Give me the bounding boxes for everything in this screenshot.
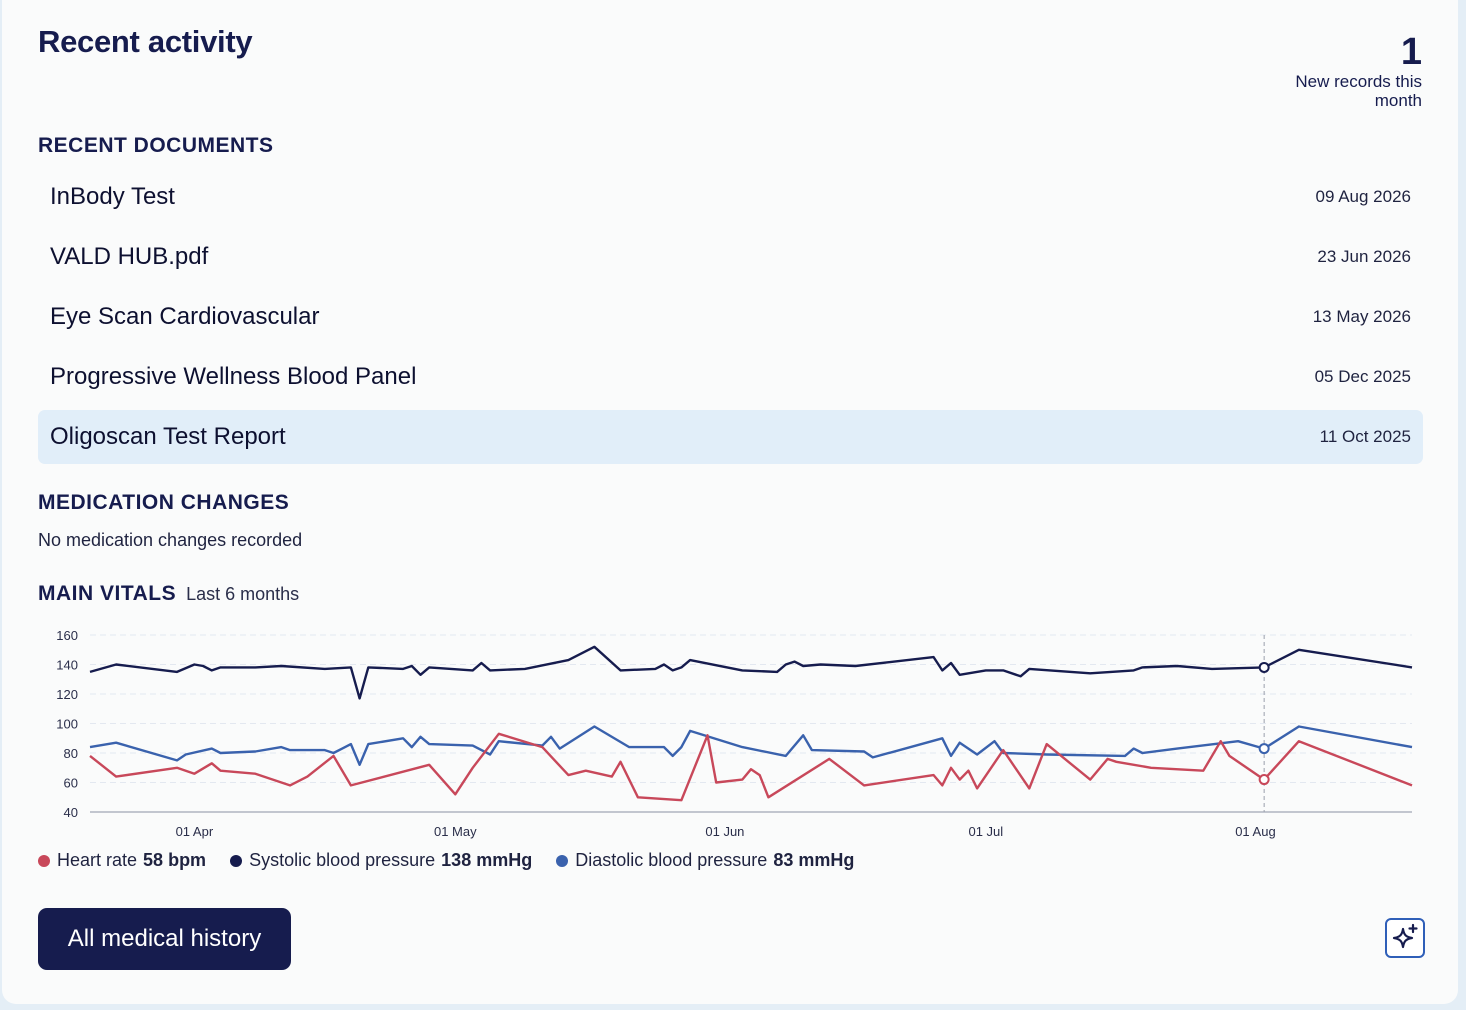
document-row[interactable]: Progressive Wellness Blood Panel 05 Dec 2… xyxy=(38,350,1423,404)
y-tick-label: 40 xyxy=(64,805,78,820)
recent-documents-list: InBody Test 09 Aug 2026 VALD HUB.pdf 23 Jun… xyxy=(38,170,1423,470)
y-tick-label: 80 xyxy=(64,746,78,761)
series-line xyxy=(89,645,1413,700)
legend-item: Diastolic blood pressure 83 mmHg xyxy=(556,850,854,871)
new-records-label: New records this month xyxy=(1295,72,1422,110)
medication-changes-heading: MEDICATION CHANGES xyxy=(38,491,290,514)
x-tick-label: 01 Jun xyxy=(705,824,744,839)
sparkle-icon xyxy=(1392,923,1418,949)
all-medical-history-button[interactable]: All medical history xyxy=(38,908,291,970)
document-name: VALD HUB.pdf xyxy=(50,243,209,270)
document-date: 09 Aug 2026 xyxy=(1315,187,1411,206)
document-date: 13 May 2026 xyxy=(1312,307,1411,326)
hover-marker xyxy=(1258,774,1270,786)
legend-dot xyxy=(230,854,243,867)
document-date: 11 Oct 2025 xyxy=(1319,427,1411,446)
legend-item: Heart rate 58 bpm xyxy=(38,850,206,871)
legend-label: Systolic blood pressure xyxy=(249,850,436,870)
document-date: 05 Dec 2025 xyxy=(1314,367,1411,386)
hover-marker xyxy=(1258,743,1270,755)
new-records-stat: 1 New records this month xyxy=(1272,32,1422,110)
legend-value: 83 mmHg xyxy=(773,850,855,870)
x-tick-label: 01 May xyxy=(434,824,477,839)
document-row[interactable]: InBody Test 09 Aug 2026 xyxy=(38,170,1423,224)
document-name: Eye Scan Cardiovascular xyxy=(50,303,320,330)
y-tick-label: 140 xyxy=(56,658,78,673)
main-vitals-heading: MAIN VITALS Last 6 months xyxy=(38,582,299,606)
x-tick-label: 01 Aug xyxy=(1235,824,1276,839)
document-name: Progressive Wellness Blood Panel xyxy=(50,363,417,390)
legend-label: Diastolic blood pressure xyxy=(575,850,768,870)
vitals-legend: Heart rate 58 bpm Systolic blood pressure 1… xyxy=(38,850,878,871)
legend-value: 58 bpm xyxy=(143,850,207,870)
document-name: InBody Test xyxy=(50,183,175,210)
document-name: Oligoscan Test Report xyxy=(50,423,286,450)
main-vitals-period: Last 6 months xyxy=(186,584,300,604)
y-tick-label: 100 xyxy=(56,717,78,732)
legend-dot xyxy=(38,854,50,867)
vitals-line-chart[interactable]: 40 60 80 100 120 140 160 01 Apr 01 May 01 Jun 01 J… xyxy=(38,620,1428,842)
legend-label: Heart rate xyxy=(57,850,138,870)
series-line xyxy=(89,732,1413,802)
legend-dot xyxy=(556,854,569,867)
medication-empty-text: No medication changes recorded xyxy=(38,530,303,550)
page-title: Recent activity xyxy=(38,24,253,59)
ai-assistant-button[interactable] xyxy=(1385,918,1425,958)
document-date: 23 Jun 2026 xyxy=(1317,247,1411,266)
hover-marker xyxy=(1258,661,1270,673)
legend-value: 138 mmHg xyxy=(441,850,533,870)
x-tick-label: 01 Apr xyxy=(176,824,214,839)
document-row[interactable]: Eye Scan Cardiovascular 13 May 2026 xyxy=(38,290,1423,344)
series-line xyxy=(89,725,1413,766)
y-tick-label: 160 xyxy=(56,628,78,643)
x-tick-label: 01 Jul xyxy=(968,824,1003,839)
new-records-count: 1 xyxy=(1400,31,1422,73)
y-tick-label: 60 xyxy=(64,776,78,791)
document-row[interactable]: VALD HUB.pdf 23 Jun 2026 xyxy=(38,230,1423,284)
recent-documents-heading: RECENT DOCUMENTS xyxy=(38,134,274,157)
main-vitals-title: MAIN VITALS xyxy=(38,582,177,605)
document-row[interactable]: Oligoscan Test Report 11 Oct 2025 xyxy=(38,410,1423,464)
legend-item: Systolic blood pressure 138 mmHg xyxy=(230,850,532,871)
y-tick-label: 120 xyxy=(56,687,78,702)
